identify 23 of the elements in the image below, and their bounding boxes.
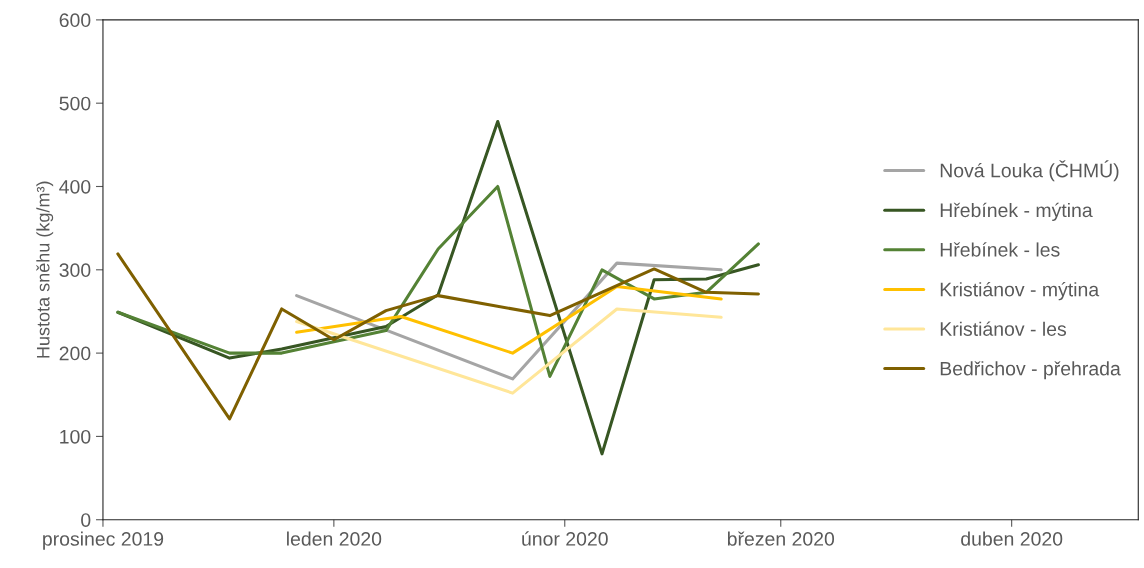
- line-series: [116, 252, 760, 421]
- y-tick-label: 200: [59, 346, 91, 361]
- y-tick-label: 100: [60, 429, 91, 444]
- y-tick-label: 500: [59, 96, 91, 111]
- y-tick-label: 300: [59, 263, 91, 278]
- line-series: [295, 284, 723, 355]
- x-tick-label: březen 2020: [727, 531, 835, 546]
- y-tick-label: 600: [59, 13, 91, 28]
- legend-label: Nová Louka (ČHMÚ): [940, 160, 1119, 182]
- y-axis-title: Hustota sněhu (kg/m³): [36, 181, 54, 358]
- line-series: [295, 307, 723, 395]
- x-tick-label: únor 2020: [522, 531, 608, 546]
- x-tick-label: prosinec 2019: [43, 531, 164, 550]
- legend-label: Hřebínek - mýtina: [940, 202, 1093, 222]
- y-tick-label: 400: [59, 179, 91, 194]
- legend-label: Hřebínek - les: [940, 242, 1060, 257]
- y-tick-label: 0: [81, 513, 91, 527]
- legend-label: Kristiánov - les: [940, 321, 1067, 336]
- x-tick-label: leden 2020: [287, 531, 382, 546]
- line-series: [116, 184, 760, 378]
- legend-label: Bedřichov - přehrada: [940, 361, 1121, 380]
- x-tick-label: duben 2020: [961, 531, 1063, 546]
- legend-label: Kristiánov - mýtina: [940, 281, 1100, 301]
